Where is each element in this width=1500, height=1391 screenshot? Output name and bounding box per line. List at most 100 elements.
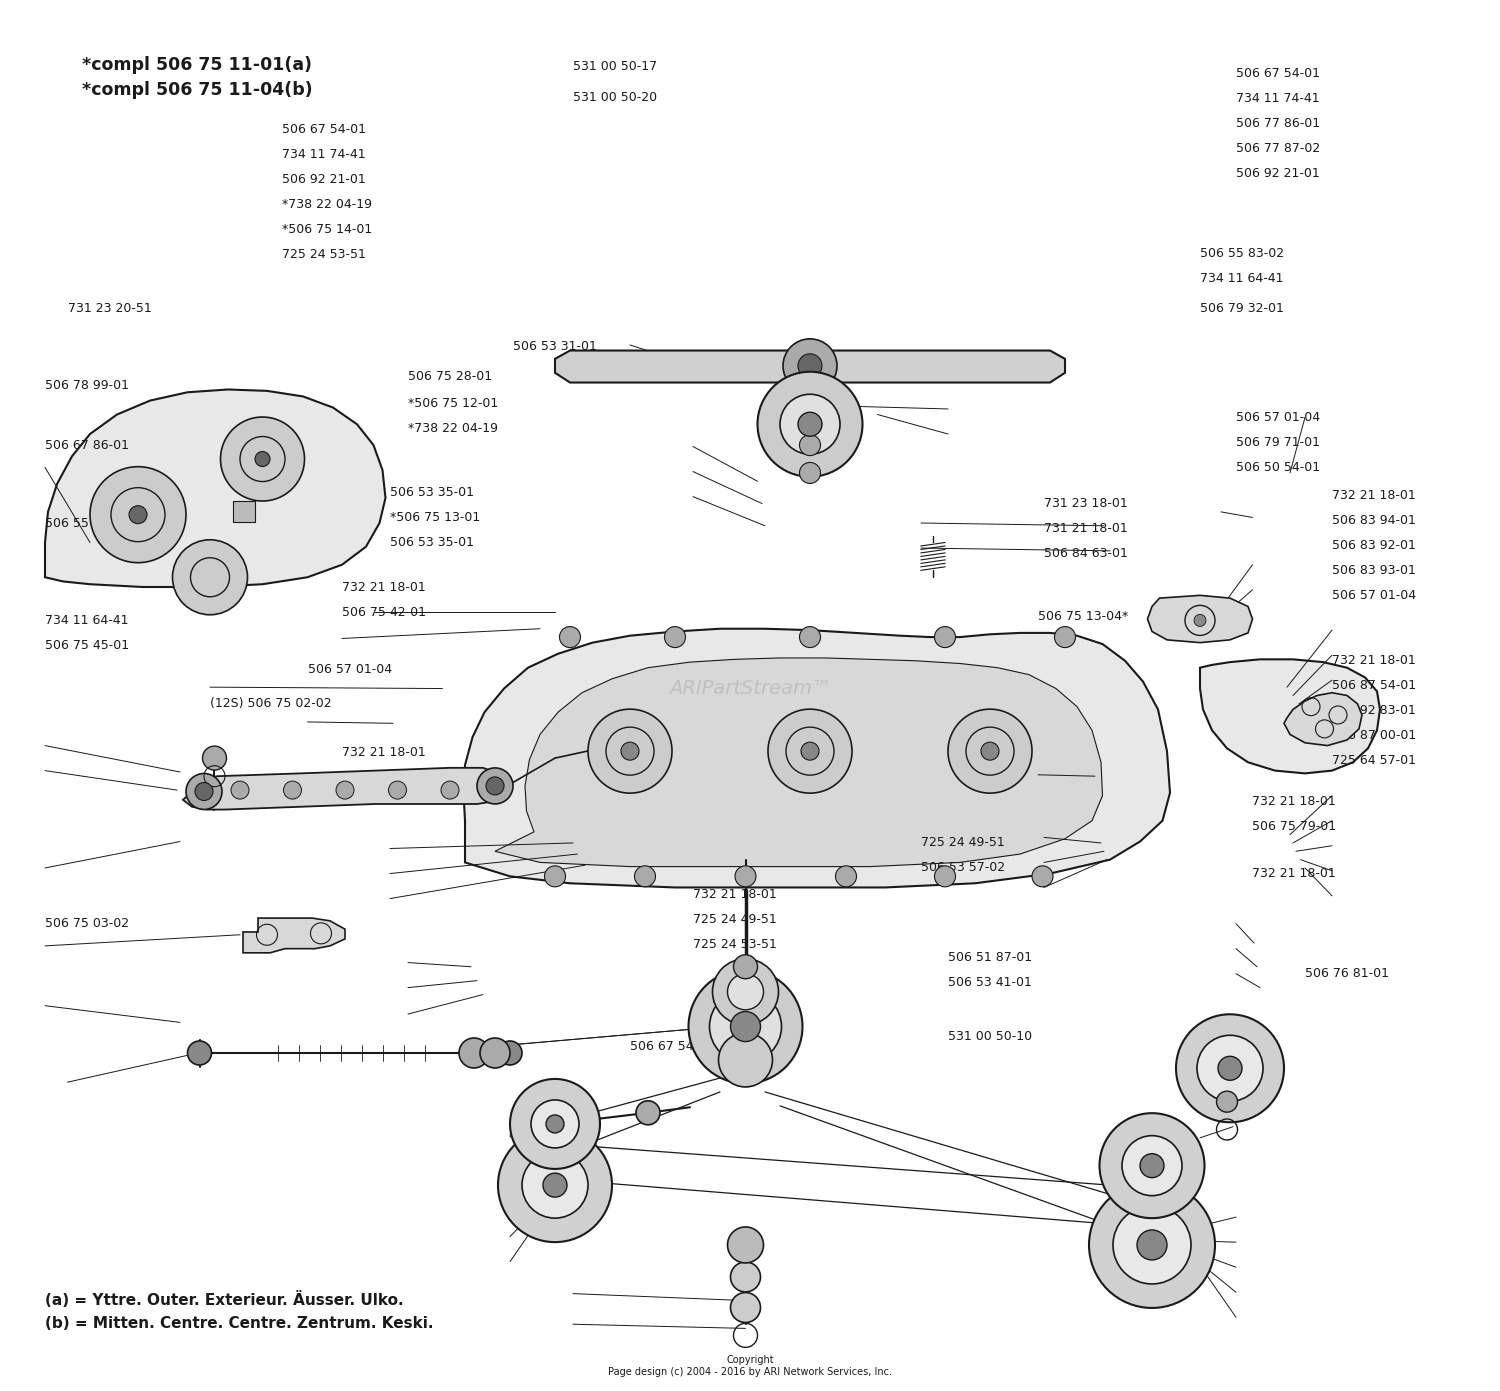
Circle shape bbox=[231, 782, 249, 798]
Text: 506 78 99-01: 506 78 99-01 bbox=[45, 378, 129, 392]
Text: 731 21 18-01: 731 21 18-01 bbox=[1044, 522, 1128, 536]
Circle shape bbox=[734, 954, 758, 979]
Polygon shape bbox=[1200, 659, 1380, 773]
Circle shape bbox=[1122, 1135, 1182, 1196]
Circle shape bbox=[1054, 626, 1076, 648]
Text: 734 11 74-41: 734 11 74-41 bbox=[1236, 92, 1320, 106]
Circle shape bbox=[636, 1100, 660, 1125]
Text: 506 67 86-01: 506 67 86-01 bbox=[45, 438, 129, 452]
Polygon shape bbox=[45, 389, 386, 587]
Circle shape bbox=[543, 1173, 567, 1198]
Circle shape bbox=[1137, 1230, 1167, 1260]
Text: 506 84 63-01: 506 84 63-01 bbox=[1044, 547, 1128, 561]
Text: 506 57 01-04: 506 57 01-04 bbox=[308, 662, 392, 676]
Polygon shape bbox=[555, 351, 1065, 383]
Circle shape bbox=[498, 1040, 522, 1066]
Circle shape bbox=[710, 990, 782, 1063]
Circle shape bbox=[728, 1227, 764, 1263]
Text: ARIPartStream™: ARIPartStream™ bbox=[669, 679, 831, 698]
Circle shape bbox=[798, 412, 822, 437]
Text: (a) = Yttre. Outer. Exterieur. Äusser. Ulko.: (a) = Yttre. Outer. Exterieur. Äusser. U… bbox=[45, 1291, 404, 1308]
Text: 732 21 18-01: 732 21 18-01 bbox=[1332, 488, 1416, 502]
Circle shape bbox=[934, 865, 956, 887]
Text: 506 75 42-01: 506 75 42-01 bbox=[342, 605, 426, 619]
Circle shape bbox=[664, 626, 686, 648]
Text: 506 87 00-01: 506 87 00-01 bbox=[1332, 729, 1416, 743]
Text: 506 77 87-02: 506 77 87-02 bbox=[1236, 142, 1320, 156]
Text: 731 23 18-01: 731 23 18-01 bbox=[1044, 497, 1128, 510]
Text: 506 75 45-01: 506 75 45-01 bbox=[45, 638, 129, 652]
Circle shape bbox=[948, 709, 1032, 793]
Text: *506 75 13-01: *506 75 13-01 bbox=[390, 510, 480, 524]
Text: *738 22 04-19: *738 22 04-19 bbox=[282, 198, 372, 211]
Circle shape bbox=[186, 773, 222, 810]
Text: 725 24 49-51: 725 24 49-51 bbox=[693, 912, 777, 926]
Circle shape bbox=[546, 1116, 564, 1132]
Circle shape bbox=[459, 1038, 489, 1068]
Text: 506 55 83-02: 506 55 83-02 bbox=[1200, 246, 1284, 260]
Circle shape bbox=[730, 1011, 760, 1042]
Text: (12S) 506 75 02-02: (12S) 506 75 02-02 bbox=[210, 697, 332, 711]
Circle shape bbox=[783, 339, 837, 392]
Text: 506 92 21-01: 506 92 21-01 bbox=[1236, 167, 1320, 181]
Text: 531 00 50-20: 531 00 50-20 bbox=[573, 90, 657, 104]
Circle shape bbox=[1113, 1206, 1191, 1284]
Text: 506 83 93-01: 506 83 93-01 bbox=[1332, 563, 1416, 577]
Circle shape bbox=[801, 743, 819, 759]
Circle shape bbox=[800, 462, 820, 484]
Circle shape bbox=[195, 783, 213, 800]
Text: 506 59 74-01: 506 59 74-01 bbox=[375, 772, 459, 786]
Text: 506 50 54-01: 506 50 54-01 bbox=[1236, 460, 1320, 474]
Polygon shape bbox=[232, 501, 255, 522]
Text: Copyright
Page design (c) 2004 - 2016 by ARI Network Services, Inc.: Copyright Page design (c) 2004 - 2016 by… bbox=[608, 1355, 892, 1377]
Circle shape bbox=[780, 394, 840, 455]
Text: 506 57 01-04: 506 57 01-04 bbox=[1332, 588, 1416, 602]
Text: 732 21 18-01: 732 21 18-01 bbox=[1332, 654, 1416, 668]
Circle shape bbox=[588, 709, 672, 793]
Text: 734 11 74-41: 734 11 74-41 bbox=[282, 147, 366, 161]
Circle shape bbox=[498, 1128, 612, 1242]
Circle shape bbox=[336, 782, 354, 798]
Circle shape bbox=[480, 1038, 510, 1068]
Circle shape bbox=[90, 466, 186, 563]
Circle shape bbox=[1032, 865, 1053, 887]
Circle shape bbox=[712, 958, 778, 1025]
Circle shape bbox=[735, 865, 756, 887]
Text: 725 24 53-51: 725 24 53-51 bbox=[282, 248, 366, 262]
Text: 506 92 21-01: 506 92 21-01 bbox=[282, 172, 366, 186]
Circle shape bbox=[510, 1079, 600, 1168]
Circle shape bbox=[688, 970, 802, 1084]
Text: *738 22 04-19: *738 22 04-19 bbox=[408, 421, 498, 435]
Text: 531 00 50-10: 531 00 50-10 bbox=[948, 1029, 1032, 1043]
Circle shape bbox=[1140, 1153, 1164, 1178]
Text: 725 24 49-51: 725 24 49-51 bbox=[921, 836, 1005, 850]
Circle shape bbox=[798, 353, 822, 378]
Circle shape bbox=[934, 626, 956, 648]
Circle shape bbox=[129, 506, 147, 523]
Text: 506 83 92-01: 506 83 92-01 bbox=[1332, 538, 1416, 552]
Text: 506 67 54-01: 506 67 54-01 bbox=[1236, 67, 1320, 81]
Circle shape bbox=[255, 452, 270, 466]
Circle shape bbox=[522, 1152, 588, 1219]
Circle shape bbox=[621, 743, 639, 759]
Text: 506 67 54-01: 506 67 54-01 bbox=[282, 122, 366, 136]
Polygon shape bbox=[183, 768, 507, 810]
Polygon shape bbox=[243, 918, 345, 953]
Circle shape bbox=[1218, 1056, 1242, 1081]
Text: 506 77 86-01: 506 77 86-01 bbox=[1236, 117, 1320, 131]
Text: *compl 506 75 11-04(b): *compl 506 75 11-04(b) bbox=[82, 81, 314, 99]
Text: 506 53 41-01: 506 53 41-01 bbox=[948, 975, 1032, 989]
Circle shape bbox=[284, 782, 302, 798]
Circle shape bbox=[388, 782, 406, 798]
Text: 506 67 54-01: 506 67 54-01 bbox=[630, 1039, 714, 1053]
Text: 734 11 64-41: 734 11 64-41 bbox=[45, 613, 129, 627]
Text: 506 53 35-01: 506 53 35-01 bbox=[390, 536, 474, 549]
Circle shape bbox=[202, 746, 226, 771]
Text: 506 53 57-02: 506 53 57-02 bbox=[921, 861, 1005, 875]
Circle shape bbox=[634, 865, 656, 887]
Circle shape bbox=[560, 626, 580, 648]
Circle shape bbox=[1176, 1014, 1284, 1123]
Circle shape bbox=[1216, 1091, 1237, 1113]
Circle shape bbox=[441, 782, 459, 798]
Text: 731 23 20-51: 731 23 20-51 bbox=[68, 302, 152, 316]
